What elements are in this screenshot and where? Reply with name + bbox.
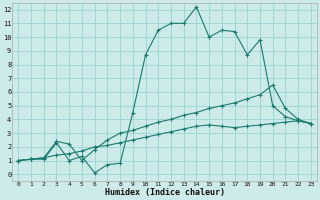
X-axis label: Humidex (Indice chaleur): Humidex (Indice chaleur): [105, 188, 225, 197]
